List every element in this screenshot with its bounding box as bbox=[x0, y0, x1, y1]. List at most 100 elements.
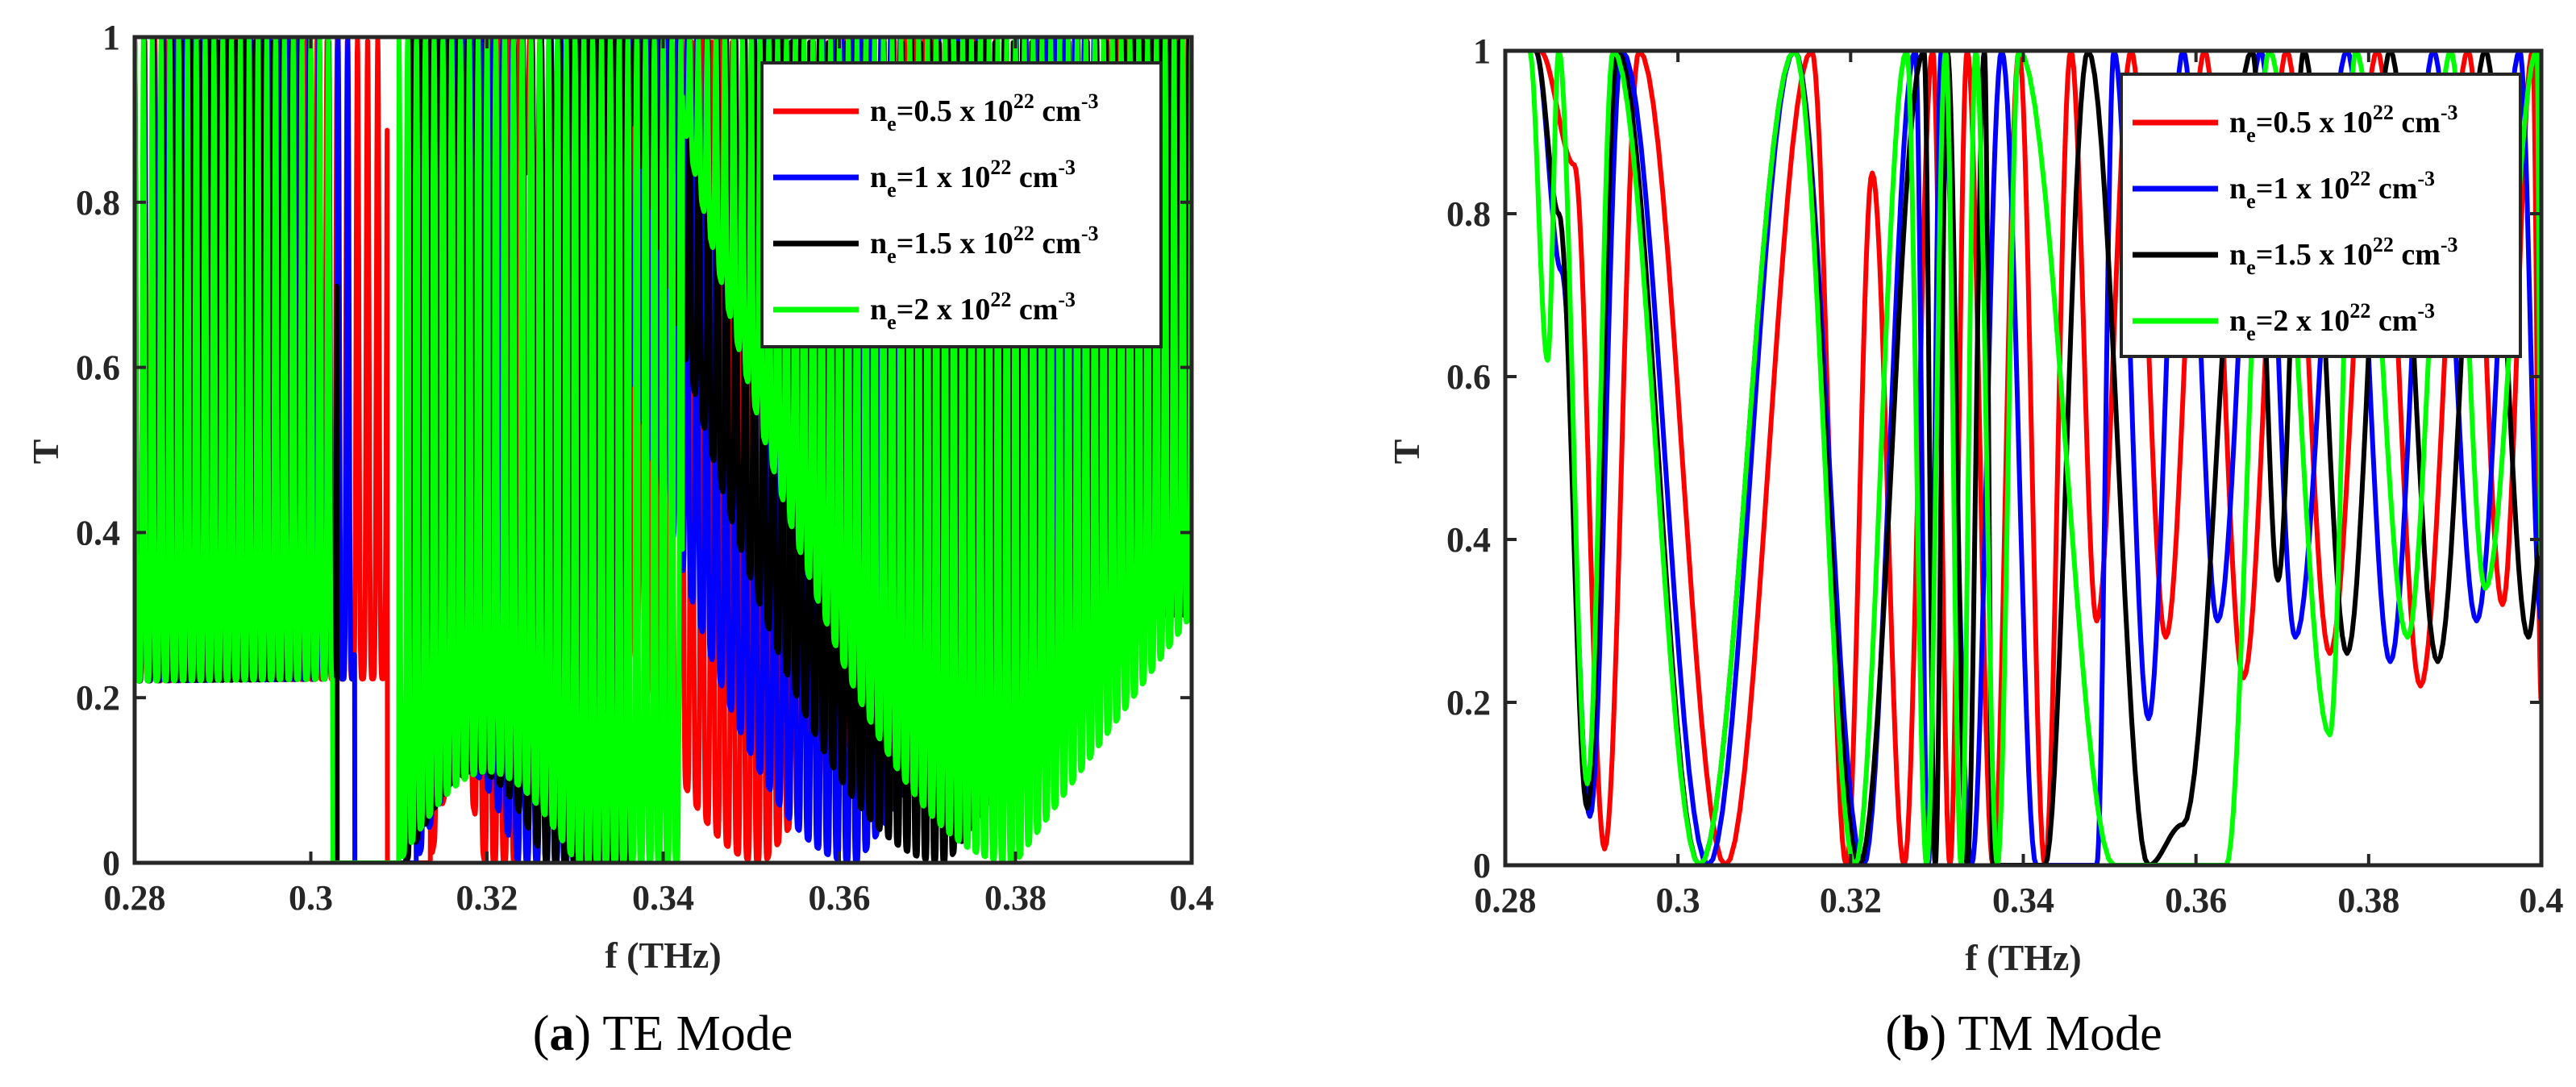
legend-text-part: -3 bbox=[1058, 156, 1076, 179]
y-tick-label: 0.2 bbox=[76, 678, 120, 718]
y-tick-label: 0 bbox=[1473, 846, 1491, 885]
x-tick-label: 0.4 bbox=[2520, 881, 2564, 920]
y-tick-label: 1 bbox=[1473, 31, 1491, 71]
y-axis-label: T bbox=[25, 439, 66, 464]
x-tick-label: 0.38 bbox=[984, 878, 1047, 918]
legend-text-part: n bbox=[2229, 304, 2246, 338]
y-axis-label: T bbox=[1386, 439, 1427, 464]
x-tick-label: 0.36 bbox=[2165, 881, 2227, 920]
y-tick-label: 0.6 bbox=[1446, 357, 1491, 397]
x-tick-label: 0.3 bbox=[1656, 881, 1700, 920]
legend-entry-3: ne=1.5 x 1022 cm-3 bbox=[870, 222, 1099, 268]
legend-text-part: =1 x 10 bbox=[897, 160, 991, 194]
caption-letter: b bbox=[1902, 1006, 1929, 1061]
legend-text-part: n bbox=[2229, 106, 2246, 140]
legend-text-part: cm bbox=[1011, 160, 1058, 194]
legend-text-part: 22 bbox=[2349, 167, 2370, 190]
legend-text-part: e bbox=[887, 244, 897, 268]
legend-text-part: =1.5 x 10 bbox=[897, 227, 1013, 260]
y-tick-label: 1 bbox=[102, 18, 120, 57]
legend-text-part: e bbox=[2246, 189, 2256, 213]
legend-entry-1: ne=0.5 x 1022 cm-3 bbox=[870, 90, 1099, 135]
x-tick-label: 0.38 bbox=[2337, 881, 2399, 920]
caption-text: TM Mode bbox=[1958, 1006, 2162, 1061]
x-tick-label: 0.36 bbox=[809, 878, 871, 918]
caption-paren-open: ( bbox=[1885, 1006, 1902, 1061]
x-axis-label: f (THz) bbox=[1965, 937, 2081, 978]
legend-text-part: cm bbox=[2394, 106, 2441, 140]
legend-text-part: 22 bbox=[990, 156, 1011, 179]
caption-text: TE Mode bbox=[602, 1006, 793, 1061]
legend-text-part: n bbox=[870, 160, 887, 194]
panel-caption: (b) TM Mode bbox=[1885, 1006, 2162, 1061]
x-tick-label: 0.32 bbox=[456, 878, 518, 918]
legend-text-part: cm bbox=[2370, 172, 2417, 206]
legend-text-part: -3 bbox=[2417, 299, 2435, 323]
legend-text-part: n bbox=[870, 293, 887, 327]
panel-te-mode: 0.28 0.3 0.32 0.34 0.36 0.38 0.4 0 0.2 0.4 0.6 0.8 1… bbox=[25, 18, 1214, 1061]
legend-text-part: 22 bbox=[1013, 90, 1034, 113]
legend-text-part: -3 bbox=[1081, 90, 1099, 113]
legend-text-part: =0.5 x 10 bbox=[2256, 106, 2373, 140]
y-tick-label: 0.6 bbox=[76, 348, 120, 388]
legend-text-part: -3 bbox=[2441, 233, 2458, 256]
legend-text-part: =1 x 10 bbox=[2256, 172, 2350, 206]
caption-paren-close: ) bbox=[574, 1006, 602, 1061]
x-tick-label: 0.34 bbox=[1992, 881, 2054, 920]
caption-paren-close: ) bbox=[1929, 1006, 1958, 1061]
y-tick-label: 0.4 bbox=[1446, 520, 1491, 560]
legend-text-part: 22 bbox=[2373, 101, 2394, 124]
y-tick-label: 0.8 bbox=[1446, 194, 1491, 234]
legend-text-part: cm bbox=[2394, 238, 2441, 272]
legend-text-part: 22 bbox=[2373, 233, 2394, 256]
x-tick-label: 0.32 bbox=[1820, 881, 1882, 920]
y-tick-label: 0.4 bbox=[76, 513, 120, 552]
legend-text-part: n bbox=[870, 227, 887, 260]
legend-text-part: =1.5 x 10 bbox=[2256, 238, 2373, 272]
legend-text-part: cm bbox=[1034, 227, 1081, 260]
legend-text-part: n bbox=[870, 94, 887, 128]
x-tick-label: 0.28 bbox=[104, 878, 166, 918]
legend-text-part: e bbox=[2246, 322, 2256, 345]
x-tick-label: 0.28 bbox=[1475, 881, 1537, 920]
legend-entry-2: ne=1 x 1022 cm-3 bbox=[870, 156, 1076, 202]
legend-entry-1: ne=0.5 x 1022 cm-3 bbox=[2229, 101, 2458, 147]
legend-text-part: e bbox=[887, 112, 897, 135]
x-axis-label: f (THz) bbox=[605, 935, 721, 976]
legend-text-part: -3 bbox=[1058, 288, 1076, 311]
caption-paren-open: ( bbox=[533, 1006, 550, 1061]
legend-text-part: e bbox=[887, 178, 897, 202]
legend-text-part: =2 x 10 bbox=[897, 293, 991, 327]
x-tick-label: 0.4 bbox=[1170, 878, 1214, 918]
caption-letter: a bbox=[549, 1006, 574, 1061]
legend-text-part: =0.5 x 10 bbox=[897, 94, 1013, 128]
panel-caption: (a) TE Mode bbox=[533, 1006, 793, 1061]
legend-text-part: cm bbox=[1011, 293, 1058, 327]
y-tick-label: 0 bbox=[102, 843, 120, 883]
x-tick-label: 0.3 bbox=[289, 878, 333, 918]
legend-text-part: -3 bbox=[2441, 101, 2458, 124]
y-tick-label: 0.2 bbox=[1446, 683, 1491, 723]
series-line-2 bbox=[1534, 51, 2541, 865]
legend-entry-3: ne=1.5 x 1022 cm-3 bbox=[2229, 233, 2458, 279]
legend-text-part: n bbox=[2229, 172, 2246, 206]
legend: ne=0.5 x 1022 cm-3ne=1 x 1022 cm-3ne=1.5… bbox=[2120, 73, 2522, 358]
legend-text-part: -3 bbox=[2417, 167, 2435, 190]
legend-text-part: 22 bbox=[990, 288, 1011, 311]
legend-text-part: =2 x 10 bbox=[2256, 304, 2350, 338]
legend: ne=0.5 x 1022 cm-3ne=1 x 1022 cm-3ne=1.5… bbox=[760, 61, 1163, 348]
legend-text-part: cm bbox=[1034, 94, 1081, 128]
legend-text-part: e bbox=[887, 310, 897, 334]
series-line-4 bbox=[1527, 51, 2541, 865]
x-tick-label: 0.34 bbox=[632, 878, 694, 918]
legend-text-part: cm bbox=[2370, 304, 2417, 338]
legend-text-part: 22 bbox=[2349, 299, 2370, 323]
legend-text-part: e bbox=[2246, 123, 2256, 147]
legend-text-part: n bbox=[2229, 238, 2246, 272]
y-tick-label: 0.8 bbox=[76, 183, 120, 223]
legend-text-part: e bbox=[2246, 256, 2256, 279]
legend-entry-2: ne=1 x 1022 cm-3 bbox=[2229, 167, 2435, 213]
legend-text-part: 22 bbox=[1013, 222, 1034, 245]
legend-entry-4: ne=2 x 1022 cm-3 bbox=[870, 288, 1076, 334]
